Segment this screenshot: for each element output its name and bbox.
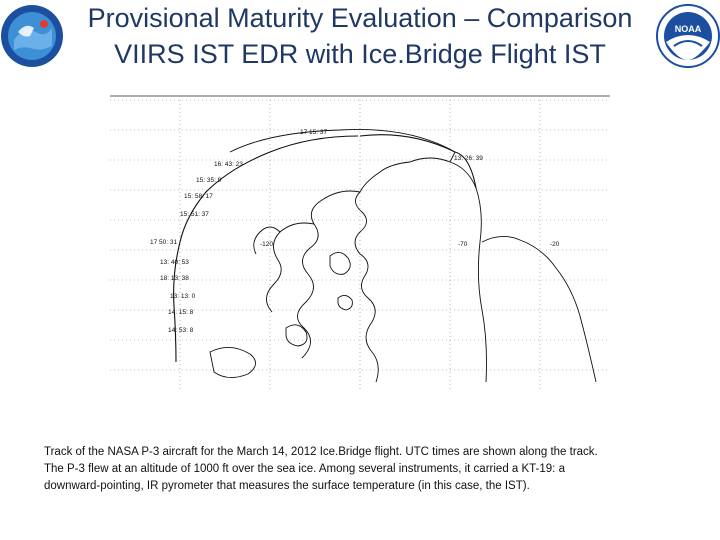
caption-line: The P-3 flew at an altitude of 1000 ft o… xyxy=(44,463,565,475)
track-label: 14: 53: 8 xyxy=(168,327,194,334)
coastlines xyxy=(209,129,597,383)
figure-caption: Track of the NASA P-3 aircraft for the M… xyxy=(44,444,684,495)
track-label: 16: 43: 23 xyxy=(214,161,243,168)
longitude-label: -20 xyxy=(550,241,560,248)
track-label: 18: 13: 38 xyxy=(160,275,189,282)
nesdis-logo-icon xyxy=(1,5,63,67)
track-label: 17 50: 31 xyxy=(150,239,177,246)
graticule xyxy=(110,99,610,392)
track-label: 14: 15: 8 xyxy=(168,309,194,316)
caption-line: downward-pointing, IR pyrometer that mea… xyxy=(44,480,530,492)
track-label: 13: 13: 0 xyxy=(170,293,196,300)
slide-header: Provisional Maturity Evaluation – Compar… xyxy=(0,0,720,80)
track-labels: 17 15: 37 16: 43: 23 15: 35: 9 15: 58: 1… xyxy=(150,129,483,334)
track-label: 13: 26: 39 xyxy=(454,155,483,162)
graticule-labels: -120 -70 -20 xyxy=(260,241,560,248)
flight-track-east xyxy=(454,151,477,189)
noaa-logo-text: NOAA xyxy=(675,24,702,34)
noaa-logo-icon: NOAA xyxy=(656,4,720,68)
flight-track-west xyxy=(173,135,359,363)
caption-line: Track of the NASA P-3 aircraft for the M… xyxy=(44,446,598,458)
flight-track-north xyxy=(359,134,456,153)
track-label: 17 15: 37 xyxy=(300,129,327,136)
longitude-label: -70 xyxy=(458,241,468,248)
track-label: 15: 58: 17 xyxy=(184,193,213,200)
flight-track-map: 17 15: 37 16: 43: 23 15: 35: 9 15: 58: 1… xyxy=(110,95,610,392)
track-label: 15: 51: 37 xyxy=(180,211,209,218)
slide-title-line2: VIIRS IST EDR with Ice.Bridge Flight IST xyxy=(114,39,606,69)
track-label: 13: 40: 53 xyxy=(160,259,189,266)
longitude-label: -120 xyxy=(260,241,273,248)
track-label: 15: 35: 9 xyxy=(196,177,222,184)
slide-title-line1: Provisional Maturity Evaluation – Compar… xyxy=(87,3,633,33)
